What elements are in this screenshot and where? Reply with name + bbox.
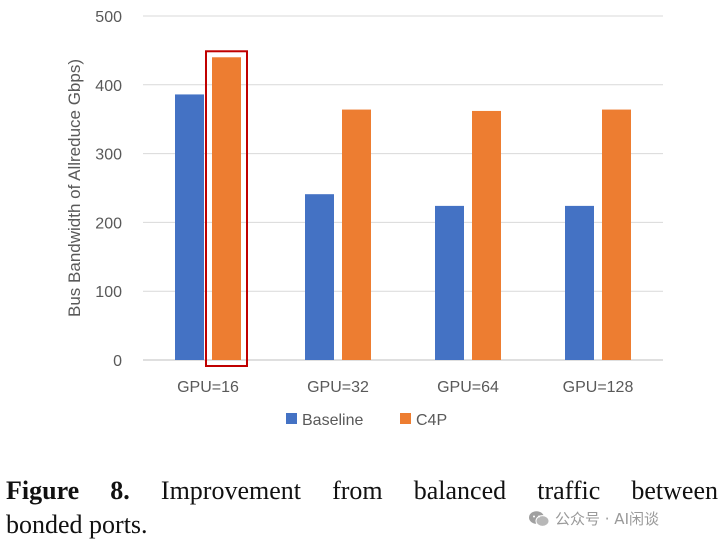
bar-chart: 0 100 200 300 400 500 Bus Bandwidth of Allred…: [65, 9, 663, 429]
watermark-text: 公众号 · AI闲谈: [555, 510, 659, 528]
legend-swatch-baseline: [286, 413, 297, 424]
x-tick-label: GPU=128: [563, 379, 634, 396]
y-tick-label: 0: [113, 353, 122, 370]
y-tick-label: 200: [95, 215, 122, 232]
x-tick-label: GPU=64: [437, 379, 499, 396]
bar-c4p-gpu-128: [602, 109, 631, 361]
wechat-icon: [529, 510, 550, 527]
bar-baseline-gpu-16: [175, 94, 204, 360]
x-tick-label: GPU=16: [177, 379, 239, 396]
watermark: 公众号 · AI闲谈: [528, 508, 659, 529]
y-axis-title: Bus Bandwidth of Allreduce Gbps): [65, 59, 84, 317]
legend: Baseline C4P: [286, 412, 447, 429]
bar-c4p-gpu-64: [472, 110, 501, 360]
bar-c4p-gpu-16: [212, 57, 241, 360]
highlight-box: [205, 50, 248, 367]
highlight-rect: [205, 50, 248, 367]
caption-text-1: Improvement from balanced traffic betwee…: [160, 476, 718, 505]
bars: [175, 57, 631, 361]
caption-line-1: Figure 8. Improvement from balanced traf…: [6, 474, 718, 508]
y-tick-label: 400: [95, 78, 122, 95]
y-axis-ticks: 0 100 200 300 400 500: [95, 9, 122, 370]
bar-baseline-gpu-128: [565, 205, 594, 360]
legend-label-baseline: Baseline: [302, 412, 363, 429]
x-axis-ticks: GPU=16 GPU=32 GPU=64 GPU=128: [177, 379, 633, 396]
y-tick-label: 300: [95, 147, 122, 164]
bar-baseline-gpu-32: [305, 194, 334, 360]
caption-text-2: bonded ports.: [6, 510, 148, 539]
legend-swatch-c4p: [400, 413, 411, 424]
x-tick-label: GPU=32: [307, 379, 369, 396]
legend-label-c4p: C4P: [416, 412, 447, 429]
y-tick-label: 500: [95, 9, 122, 26]
y-tick-label: 100: [95, 284, 122, 301]
caption-label: Figure 8.: [6, 476, 130, 505]
bar-baseline-gpu-64: [435, 205, 464, 360]
figure-caption: Figure 8. Improvement from balanced traf…: [6, 474, 718, 542]
bar-c4p-gpu-32: [342, 109, 371, 361]
